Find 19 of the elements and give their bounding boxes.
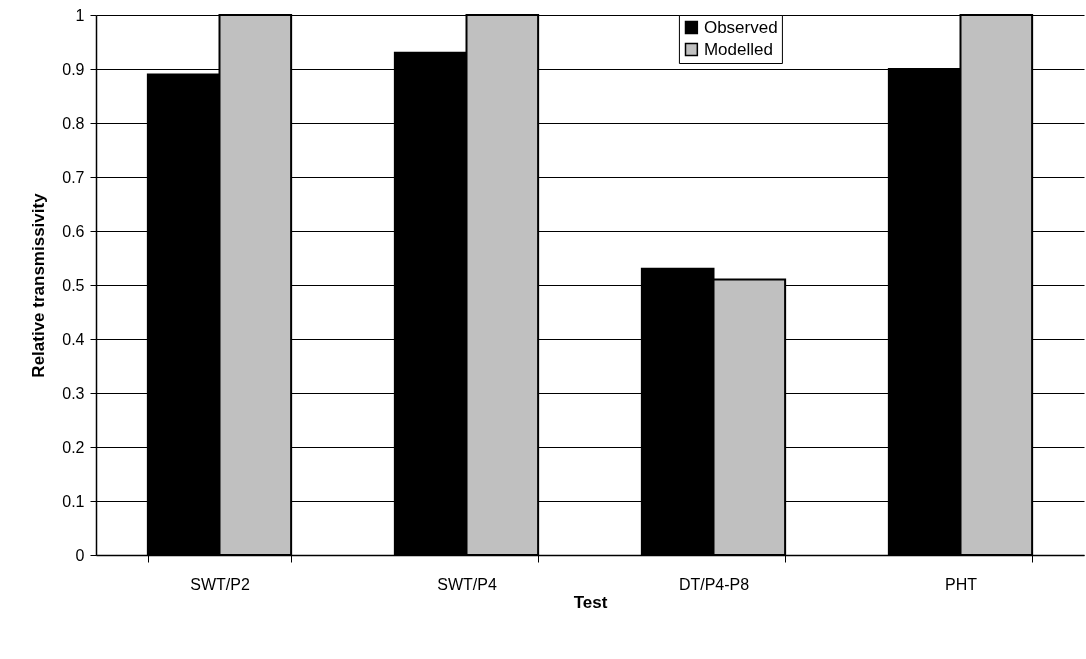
y-tick-label: 0.3 <box>62 384 85 402</box>
y-tick-label: 0.5 <box>62 276 85 294</box>
y-axis-title: Relative transmissivity <box>29 192 49 378</box>
y-tick-label: 0.9 <box>62 60 85 78</box>
y-tick-label: 0.7 <box>62 168 85 186</box>
x-tick-label: SWT/P2 <box>190 575 250 593</box>
y-tick-label: 1 <box>75 6 85 24</box>
y-tick-label: 0.1 <box>62 492 85 510</box>
y-tick-label: 0.2 <box>62 438 85 456</box>
y-tick-label: 0.4 <box>62 330 85 348</box>
y-tick-label: 0 <box>75 546 85 564</box>
y-tick-label: 0.8 <box>62 114 85 132</box>
x-axis-title: Test <box>573 592 608 612</box>
legend-label: Modelled <box>703 39 773 59</box>
x-tick-label: PHT <box>945 575 978 593</box>
x-tick-label: SWT/P4 <box>437 575 497 593</box>
y-tick-label: 0.6 <box>62 222 85 240</box>
x-tick-label: DT/P4-P8 <box>678 575 750 593</box>
legend-label: Observed <box>703 17 778 37</box>
